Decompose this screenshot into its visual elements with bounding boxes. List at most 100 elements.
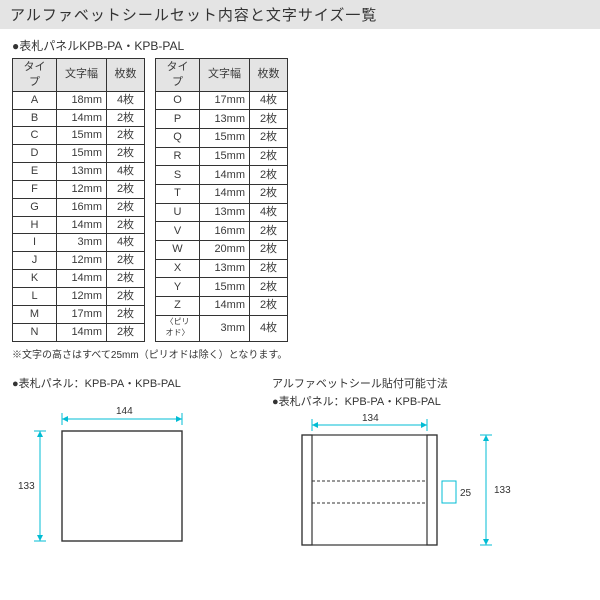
cell-type: V — [156, 222, 200, 241]
table-row: E13mm4枚 — [13, 163, 145, 181]
cell-count: 2枚 — [107, 216, 145, 234]
cell-count: 2枚 — [107, 252, 145, 270]
table-row: S14mm2枚 — [156, 166, 288, 185]
cell-count: 2枚 — [250, 241, 288, 260]
cell-count: 4枚 — [107, 163, 145, 181]
cell-type: G — [13, 198, 57, 216]
dimension-diagrams: ●表札パネル：KPB-PA・KPB-PAL 144 133 — [12, 375, 588, 551]
cell-count: 2枚 — [107, 145, 145, 163]
cell-type: W — [156, 241, 200, 260]
table-row: W20mm2枚 — [156, 241, 288, 260]
dim-height-1: 133 — [18, 481, 35, 492]
cell-type: 〈ピリオド〉 — [156, 315, 200, 341]
cell-type: L — [13, 287, 57, 305]
table-row: H14mm2枚 — [13, 216, 145, 234]
cell-type: U — [156, 203, 200, 222]
cell-width: 14mm — [200, 297, 250, 316]
dim-width-1: 144 — [116, 406, 133, 417]
cell-count: 2枚 — [107, 287, 145, 305]
table-row: Q15mm2枚 — [156, 129, 288, 148]
cell-type: N — [13, 323, 57, 341]
table-row: O17mm4枚 — [156, 91, 288, 110]
cell-type: D — [13, 145, 57, 163]
table-row: I3mm4枚 — [13, 234, 145, 252]
cell-type: O — [156, 91, 200, 110]
col-type: タイプ — [156, 59, 200, 92]
table-row: T14mm2枚 — [156, 185, 288, 204]
footnote: ※文字の高さはすべて25mm（ピリオドは除く）となります。 — [12, 346, 588, 361]
cell-width: 14mm — [57, 323, 107, 341]
cell-type: H — [13, 216, 57, 234]
cell-type: X — [156, 259, 200, 278]
table-row: L12mm2枚 — [13, 287, 145, 305]
cell-width: 16mm — [200, 222, 250, 241]
table-row: G16mm2枚 — [13, 198, 145, 216]
cell-count: 2枚 — [107, 109, 145, 127]
cell-type: K — [13, 270, 57, 288]
cell-type: M — [13, 305, 57, 323]
cell-type: P — [156, 110, 200, 129]
table-row: J12mm2枚 — [13, 252, 145, 270]
diagram-right-label-2: ●表札パネル：KPB-PA・KPB-PAL — [272, 393, 512, 409]
cell-count: 2枚 — [107, 180, 145, 198]
col-width: 文字幅 — [200, 59, 250, 92]
table-row: V16mm2枚 — [156, 222, 288, 241]
cell-type: Z — [156, 297, 200, 316]
cell-type: Q — [156, 129, 200, 148]
cell-count: 4枚 — [250, 91, 288, 110]
dim-height-2: 133 — [494, 485, 511, 496]
col-width: 文字幅 — [57, 59, 107, 92]
cell-count: 2枚 — [250, 259, 288, 278]
table-row: B14mm2枚 — [13, 109, 145, 127]
cell-width: 13mm — [200, 203, 250, 222]
cell-width: 13mm — [57, 163, 107, 181]
dim-width-2: 134 — [362, 413, 379, 424]
cell-count: 2枚 — [107, 323, 145, 341]
table-row: A18mm4枚 — [13, 91, 145, 109]
letters-table-left: タイプ 文字幅 枚数 A18mm4枚B14mm2枚C15mm2枚D15mm2枚E… — [12, 58, 145, 342]
page-title: アルファベットシールセット内容と文字サイズ一覧 — [0, 0, 600, 29]
cell-count: 4枚 — [250, 315, 288, 341]
table-row: F12mm2枚 — [13, 180, 145, 198]
col-count: 枚数 — [250, 59, 288, 92]
cell-type: B — [13, 109, 57, 127]
table-row: R15mm2枚 — [156, 147, 288, 166]
table-row: 〈ピリオド〉3mm4枚 — [156, 315, 288, 341]
cell-count: 4枚 — [107, 234, 145, 252]
cell-width: 15mm — [200, 147, 250, 166]
cell-count: 2枚 — [107, 270, 145, 288]
table-row: Y15mm2枚 — [156, 278, 288, 297]
cell-width: 13mm — [200, 259, 250, 278]
cell-width: 14mm — [200, 185, 250, 204]
letters-table-right: タイプ 文字幅 枚数 O17mm4枚P13mm2枚Q15mm2枚R15mm2枚S… — [155, 58, 288, 342]
cell-width: 12mm — [57, 287, 107, 305]
table-row: C15mm2枚 — [13, 127, 145, 145]
cell-count: 4枚 — [107, 91, 145, 109]
cell-count: 2枚 — [250, 222, 288, 241]
cell-type: C — [13, 127, 57, 145]
cell-width: 18mm — [57, 91, 107, 109]
cell-width: 15mm — [200, 129, 250, 148]
cell-type: I — [13, 234, 57, 252]
diagram-left-label: ●表札パネル：KPB-PA・KPB-PAL — [12, 375, 212, 391]
cell-count: 2枚 — [250, 129, 288, 148]
cell-width: 20mm — [200, 241, 250, 260]
cell-width: 3mm — [57, 234, 107, 252]
cell-width: 12mm — [57, 180, 107, 198]
cell-count: 2枚 — [250, 297, 288, 316]
cell-type: F — [13, 180, 57, 198]
table-row: K14mm2枚 — [13, 270, 145, 288]
diagram-right-label-1: アルファベットシール貼付可能寸法 — [272, 375, 512, 391]
table-row: M17mm2枚 — [13, 305, 145, 323]
cell-count: 2枚 — [250, 110, 288, 129]
cell-type: Y — [156, 278, 200, 297]
cell-width: 17mm — [57, 305, 107, 323]
cell-type: J — [13, 252, 57, 270]
diagram-left: 144 133 — [12, 401, 212, 551]
dim-height-inner: 25 — [460, 488, 472, 499]
table-row: U13mm4枚 — [156, 203, 288, 222]
cell-width: 15mm — [200, 278, 250, 297]
cell-type: A — [13, 91, 57, 109]
cell-count: 2枚 — [250, 185, 288, 204]
col-type: タイプ — [13, 59, 57, 92]
